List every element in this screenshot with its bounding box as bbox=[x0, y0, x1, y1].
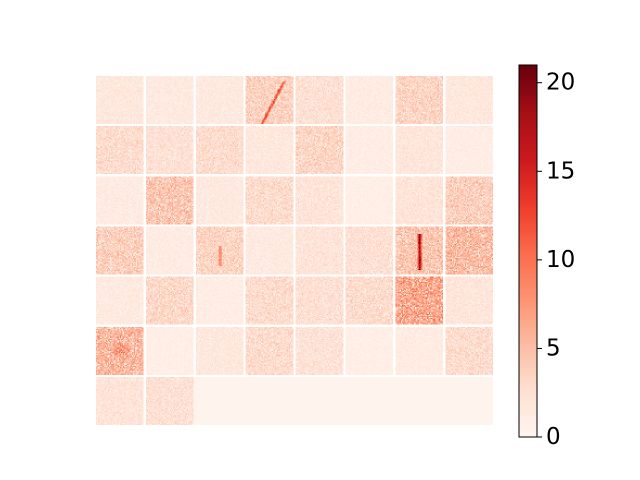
tile-grid-heatmap bbox=[96, 76, 493, 425]
colorbar: 0 5 10 15 20 bbox=[518, 64, 575, 450]
colorbar-frame bbox=[518, 64, 538, 438]
colorbar-tick-label: 15 bbox=[546, 158, 575, 184]
colorbar-gradient bbox=[519, 65, 537, 437]
colorbar-tick-label: 20 bbox=[546, 70, 575, 96]
colorbar-tick-label: 0 bbox=[546, 424, 561, 450]
colorbar-tick-label: 10 bbox=[546, 247, 575, 273]
tile-grid-plot-area bbox=[96, 76, 493, 425]
colorbar-ticks: 0 5 10 15 20 bbox=[537, 70, 575, 450]
colorbar-tick-label: 5 bbox=[546, 335, 561, 361]
